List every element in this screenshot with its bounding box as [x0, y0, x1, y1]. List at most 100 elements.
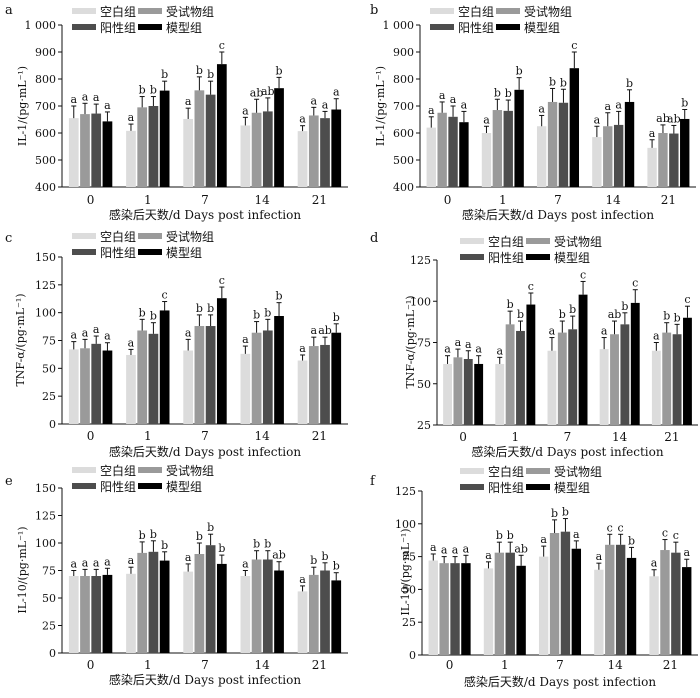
legend-swatch-blank: [430, 8, 454, 14]
significance-letter: b: [150, 84, 157, 97]
significance-letter: b: [276, 290, 283, 303]
bar-test: [658, 133, 668, 187]
bar-positive: [448, 116, 458, 187]
significance-letter: b: [626, 77, 633, 90]
bar-test: [251, 559, 262, 653]
bar-blank: [126, 573, 136, 653]
legend-label-blank: 空白组: [100, 463, 136, 478]
bar-model: [474, 363, 484, 425]
bar-positive: [205, 326, 216, 424]
bar-test: [603, 126, 613, 187]
bar-model: [159, 560, 170, 653]
x-tick-label: 0: [459, 430, 467, 444]
x-tick-label: 21: [664, 430, 679, 444]
significance-letter: b: [560, 76, 567, 89]
significance-letter: c: [528, 280, 534, 293]
significance-letter: b: [196, 302, 203, 315]
significance-letter: a: [444, 343, 451, 356]
significance-letter: c: [219, 274, 225, 287]
significance-letter: a: [93, 556, 100, 569]
bar-test: [439, 563, 449, 655]
y-tick-label: 700: [35, 100, 56, 113]
bar-blank: [297, 131, 308, 187]
legend-label-blank: 空白组: [488, 234, 524, 249]
bar-model: [569, 68, 580, 187]
legend-label-model: 模型组: [554, 251, 590, 265]
y-tick-label: 700: [393, 100, 414, 113]
x-tick-label: 1: [501, 658, 509, 672]
significance-letter: c: [684, 293, 690, 306]
significance-letter: ab: [608, 308, 622, 321]
bar-model: [274, 570, 284, 653]
bar-positive: [613, 124, 624, 187]
bar-model: [102, 350, 113, 424]
y-tick-label: 1 000: [25, 19, 57, 32]
significance-letter: b: [559, 308, 566, 321]
legend-label-test: 受试物组: [166, 4, 214, 19]
significance-letter: a: [465, 338, 472, 351]
x-tick-label: 7: [564, 430, 572, 444]
legend-swatch-blank: [72, 467, 96, 473]
bar-blank: [240, 125, 251, 187]
bar-model: [102, 121, 113, 187]
y-tick-label: 50: [42, 592, 56, 605]
significance-letter: b: [663, 310, 670, 323]
bar-positive: [205, 545, 216, 653]
x-tick-label: 21: [312, 193, 327, 207]
x-tick-label: 7: [201, 429, 209, 443]
bar-blank: [538, 556, 549, 655]
bar-model: [331, 332, 342, 424]
significance-letter: c: [571, 39, 577, 52]
significance-letter: ab: [318, 324, 332, 337]
y-axis-label: IL-1/(pg·mL⁻¹): [374, 66, 387, 146]
significance-letter: b: [150, 310, 157, 323]
y-tick-label: 0: [409, 649, 416, 662]
bar-model: [624, 101, 635, 187]
bar-model: [461, 563, 471, 655]
x-tick-label: 14: [606, 193, 622, 207]
y-tick-label: 75: [42, 335, 56, 348]
x-tick-label: 21: [312, 658, 327, 672]
bar-test: [80, 114, 90, 187]
bar-blank: [647, 147, 657, 187]
legend-label-blank: 空白组: [488, 464, 524, 479]
x-axis-label: 感染后天数/d Days post infection: [109, 444, 301, 459]
bar-positive: [262, 111, 273, 187]
bar-blank: [443, 363, 452, 425]
legend-swatch-model: [138, 483, 162, 489]
legend-swatch-model: [526, 254, 550, 260]
significance-letter: a: [242, 558, 249, 571]
x-tick-label: 0: [444, 193, 452, 207]
panel-label: a: [5, 3, 13, 18]
y-axis-label: TNF-α/(pg·mL⁻¹): [404, 295, 417, 388]
significance-letter: c: [162, 289, 168, 302]
significance-letter: b: [507, 298, 514, 311]
y-tick-label: 400: [35, 181, 56, 194]
x-tick-label: 0: [87, 193, 95, 207]
bar-positive: [505, 552, 515, 655]
significance-letter: a: [104, 99, 111, 112]
bar-model: [216, 298, 227, 424]
significance-letter: a: [496, 344, 503, 357]
y-tick-label: 50: [417, 378, 431, 391]
significance-letter: b: [333, 560, 340, 573]
bar-test: [80, 576, 90, 653]
legend-label-test: 受试物组: [166, 229, 214, 244]
significance-letter: a: [573, 528, 580, 541]
significance-letter: ab: [272, 549, 286, 562]
legend-swatch-blank: [72, 8, 96, 14]
y-tick-label: 100: [410, 295, 431, 308]
significance-letter: b: [628, 534, 635, 547]
bar-blank: [495, 363, 505, 425]
y-tick-label: 900: [35, 46, 56, 59]
y-tick-label: 100: [35, 307, 56, 320]
bar-test: [605, 544, 615, 655]
y-axis-label: IL-10/(pg·mL⁻¹): [16, 526, 29, 613]
legend-label-positive: 阳性组: [100, 246, 136, 260]
legend-label-test: 受试物组: [524, 4, 572, 19]
bar-test: [662, 332, 672, 425]
bar-model: [516, 565, 526, 655]
significance-letter: c: [673, 529, 679, 542]
significance-letter: a: [450, 93, 457, 106]
